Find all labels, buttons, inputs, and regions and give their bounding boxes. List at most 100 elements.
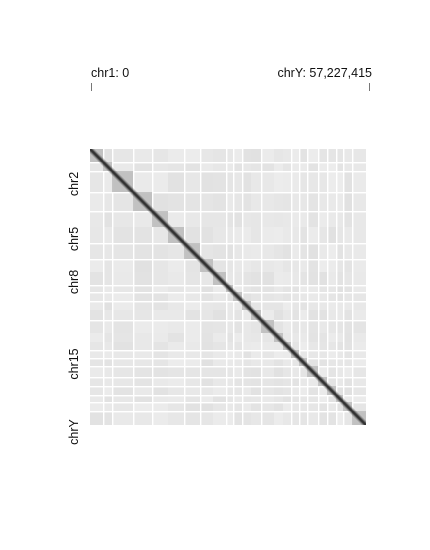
interchrom-block [336,377,343,386]
interchrom-block [318,320,327,333]
interchrom-block [343,342,352,350]
interchrom-block [226,386,233,395]
interchrom-block [251,377,261,386]
interchrom-block [90,192,103,211]
interchrom-block [233,377,242,386]
interchrom-block [233,395,242,402]
boundary-gap-horizontal [90,301,366,303]
interchrom-block [112,272,133,285]
interchrom-block [274,366,283,377]
interchrom-block [133,285,152,292]
interchrom-block [242,342,251,350]
interchrom-block [112,333,133,342]
interchrom-block [213,259,226,272]
interchrom-block [103,259,112,272]
interchrom-block [133,310,152,320]
interchrom-block [336,402,343,411]
boundary-gap-vertical [200,149,202,425]
interchrom-block [251,411,261,425]
interchrom-block [133,411,152,425]
interchrom-block [336,342,343,350]
interchrom-block [291,310,299,320]
interchrom-block [318,411,327,425]
interchrom-block [336,272,343,285]
interchrom-block [352,285,366,292]
interchrom-block [327,292,336,301]
interchrom-block [291,358,299,366]
interchrom-block [112,259,133,272]
interchrom-block [291,162,299,171]
interchrom-block [307,342,318,350]
interchrom-block [327,285,336,292]
contact-heatmap[interactable] [90,149,366,425]
interchrom-block [307,377,318,386]
boundary-gap-vertical [336,149,338,425]
interchrom-block [233,211,242,227]
interchrom-block [299,377,307,386]
interchrom-block [200,192,213,211]
interchrom-block [103,386,112,395]
interchrom-block [251,285,261,292]
interchrom-block [200,243,213,259]
interchrom-block [90,342,103,350]
interchrom-block [251,358,261,366]
interchrom-block [184,377,200,386]
chromosome-label-chr8: chr8 [67,269,81,295]
interchrom-block [184,171,200,192]
interchrom-block [318,192,327,211]
interchrom-block [152,377,168,386]
interchrom-block [307,358,318,366]
interchrom-block [336,350,343,358]
interchrom-block [327,366,336,377]
boundary-gap-horizontal [90,320,366,322]
interchrom-block [343,395,352,402]
interchrom-block [307,285,318,292]
interchrom-block [283,285,291,292]
interchrom-block [242,162,251,171]
interchrom-block [336,162,343,171]
interchrom-block [318,149,327,162]
boundary-gap-vertical [233,149,235,425]
interchrom-block [226,333,233,342]
interchrom-block [213,243,226,259]
interchrom-block [352,377,366,386]
interchrom-block [343,333,352,342]
interchrom-block [152,243,168,259]
interchrom-block [213,301,226,310]
interchrom-block [152,402,168,411]
interchrom-block [133,272,152,285]
interchrom-block [233,171,242,192]
interchrom-block [90,395,103,402]
interchrom-block [327,149,336,162]
range-end-tick [369,83,370,91]
interchrom-block [327,402,336,411]
interchrom-block [261,310,274,320]
interchrom-block [283,192,291,211]
interchrom-block [327,411,336,425]
interchrom-block [261,243,274,259]
interchrom-block [103,292,112,301]
interchrom-block [343,285,352,292]
interchrom-block [226,350,233,358]
interchrom-block [112,192,133,211]
interchrom-block [200,310,213,320]
interchrom-block [283,301,291,310]
interchrom-block [336,192,343,211]
interchrom-block [200,395,213,402]
interchrom-block [299,227,307,243]
interchrom-block [352,149,366,162]
chromosome-label-chr15: chr15 [67,348,81,380]
interchrom-block [343,227,352,243]
interchrom-block [343,211,352,227]
interchrom-block [213,350,226,358]
interchrom-block [133,350,152,358]
interchrom-block [242,227,251,243]
interchrom-block [291,386,299,395]
interchrom-block [184,162,200,171]
interchrom-block [251,227,261,243]
interchrom-block [336,149,343,162]
interchrom-block [233,301,242,310]
boundary-gap-horizontal [90,171,366,173]
boundary-gap-vertical [307,149,309,425]
interchrom-block [200,211,213,227]
